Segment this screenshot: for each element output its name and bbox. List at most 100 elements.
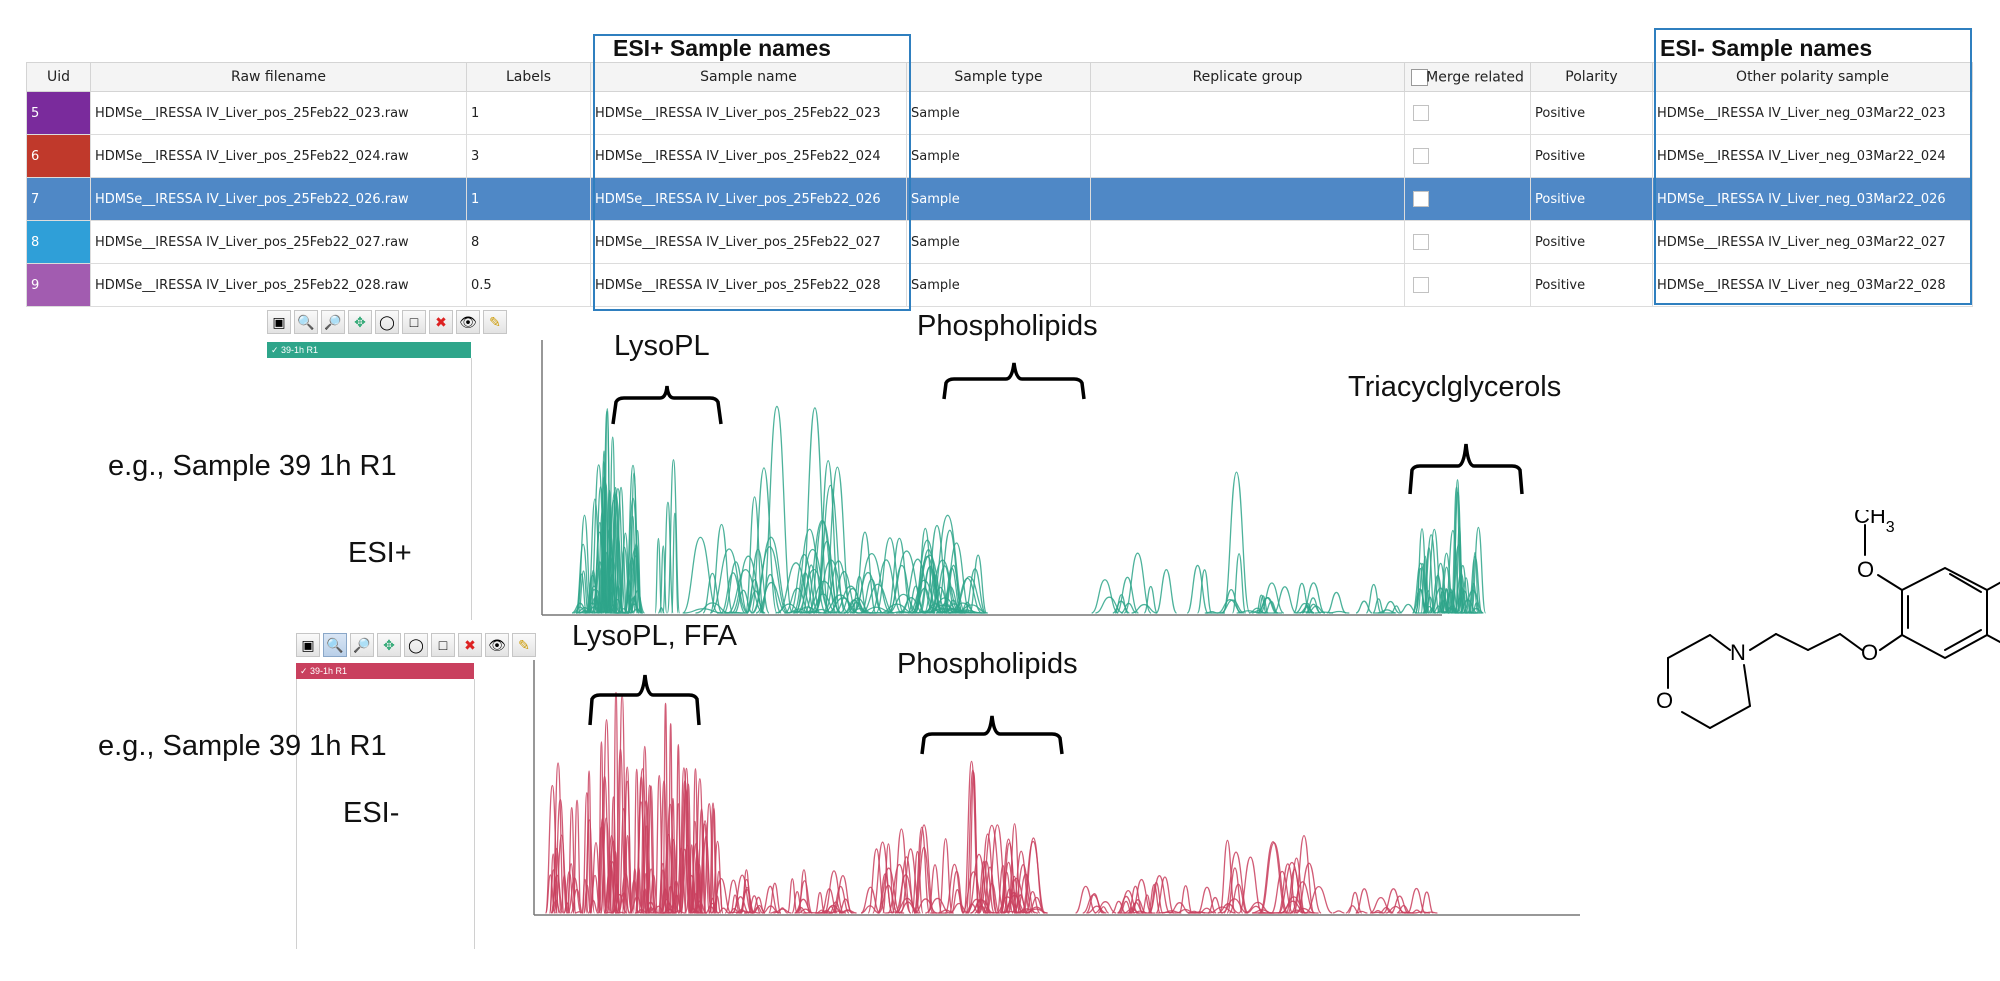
labels-cell[interactable]: 1 bbox=[466, 91, 591, 135]
raw-filename-cell[interactable]: HDMSe__IRESSA IV_Liver_pos_25Feb22_028.r… bbox=[90, 263, 467, 307]
negative-sample-chip[interactable]: ✓ 39-1h R1 bbox=[296, 663, 474, 679]
labels-cell[interactable]: 3 bbox=[466, 134, 591, 178]
labels-cell[interactable]: 1 bbox=[466, 177, 591, 221]
merge-related-cell[interactable] bbox=[1404, 220, 1531, 264]
sample-type-cell[interactable]: Sample bbox=[906, 263, 1091, 307]
trace-peak bbox=[1469, 607, 1484, 614]
trace-peak bbox=[950, 889, 964, 914]
trace-peak bbox=[1128, 901, 1144, 914]
sample-type-cell[interactable]: Sample bbox=[906, 134, 1091, 178]
column-header-other-polarity[interactable]: Other polarity sample bbox=[1652, 62, 1973, 92]
sample-name-cell[interactable]: HDMSe__IRESSA IV_Liver_pos_25Feb22_028 bbox=[590, 263, 907, 307]
polarity-cell[interactable]: Positive bbox=[1530, 134, 1653, 178]
sample-type-cell[interactable]: Sample bbox=[906, 220, 1091, 264]
lysopl-bracket bbox=[611, 385, 723, 425]
table-row[interactable]: 9 HDMSe__IRESSA IV_Liver_pos_25Feb22_028.… bbox=[26, 263, 1973, 307]
merge-related-cell[interactable] bbox=[1404, 134, 1531, 178]
lasso-icon[interactable]: ◯ bbox=[375, 310, 399, 334]
other-polarity-cell[interactable]: HDMSe__IRESSA IV_Liver_neg_03Mar22_028 bbox=[1652, 263, 1973, 307]
merge-all-checkbox[interactable] bbox=[1411, 68, 1429, 86]
raw-filename-cell[interactable]: HDMSe__IRESSA IV_Liver_pos_25Feb22_026.r… bbox=[90, 177, 467, 221]
polarity-cell[interactable]: Positive bbox=[1530, 177, 1653, 221]
trace-peak bbox=[705, 902, 719, 914]
trace-peak bbox=[554, 834, 569, 914]
trace-peak bbox=[911, 850, 924, 914]
delete-icon[interactable]: ✖ bbox=[458, 633, 482, 657]
other-polarity-cell[interactable]: HDMSe__IRESSA IV_Liver_neg_03Mar22_024 bbox=[1652, 134, 1973, 178]
trace-peak bbox=[1273, 586, 1297, 614]
raw-filename-cell[interactable]: HDMSe__IRESSA IV_Liver_pos_25Feb22_023.r… bbox=[90, 91, 467, 135]
merge-related-cell[interactable] bbox=[1404, 91, 1531, 135]
column-header-merge-related[interactable]: Merge related bbox=[1404, 62, 1531, 92]
trace-peak bbox=[936, 529, 964, 614]
sample-type-cell[interactable]: Sample bbox=[906, 91, 1091, 135]
select-icon[interactable]: ▣ bbox=[267, 310, 291, 334]
polarity-cell[interactable]: Positive bbox=[1530, 220, 1653, 264]
column-header-sample-name[interactable]: Sample name bbox=[590, 62, 907, 92]
raw-filename-cell[interactable]: HDMSe__IRESSA IV_Liver_pos_25Feb22_024.r… bbox=[90, 134, 467, 178]
merge-related-checkbox[interactable] bbox=[1413, 105, 1429, 121]
sample-name-cell[interactable]: HDMSe__IRESSA IV_Liver_pos_25Feb22_026 bbox=[590, 177, 907, 221]
trace-peak bbox=[1390, 605, 1402, 614]
column-header-replicate-group[interactable]: Replicate group bbox=[1090, 62, 1405, 92]
uid-cell[interactable]: 6 bbox=[26, 134, 91, 178]
trace-peak bbox=[1114, 594, 1129, 614]
other-polarity-cell[interactable]: HDMSe__IRESSA IV_Liver_neg_03Mar22_026 bbox=[1652, 177, 1973, 221]
table-row[interactable]: 8 HDMSe__IRESSA IV_Liver_pos_25Feb22_027.… bbox=[26, 220, 1973, 264]
zoom-out-icon[interactable]: 🔎 bbox=[350, 633, 374, 657]
merge-related-checkbox[interactable] bbox=[1413, 148, 1429, 164]
raw-filename-cell[interactable]: HDMSe__IRESSA IV_Liver_pos_25Feb22_027.r… bbox=[90, 220, 467, 264]
labels-cell[interactable]: 0.5 bbox=[466, 263, 591, 307]
trace-peak bbox=[684, 874, 699, 914]
trace-peak bbox=[815, 484, 846, 614]
trace-peak bbox=[1314, 611, 1334, 614]
merge-related-checkbox[interactable] bbox=[1413, 277, 1429, 293]
positive-toolbar: ▣ 🔍 🔎 ✥ ◯ □ ✖ 👁 ✎ bbox=[267, 310, 507, 334]
column-header-uid[interactable]: Uid bbox=[26, 62, 91, 92]
replicate-group-cell[interactable] bbox=[1090, 177, 1405, 221]
delete-icon[interactable]: ✖ bbox=[429, 310, 453, 334]
merge-related-cell[interactable] bbox=[1404, 177, 1531, 221]
zoom-in-icon[interactable]: 🔍 bbox=[323, 633, 347, 657]
rectangle-icon[interactable]: □ bbox=[402, 310, 426, 334]
replicate-group-cell[interactable] bbox=[1090, 220, 1405, 264]
column-header-polarity[interactable]: Polarity bbox=[1530, 62, 1653, 92]
negative-sidebar-divider bbox=[474, 679, 475, 949]
merge-related-checkbox[interactable] bbox=[1413, 191, 1429, 207]
annotate-icon[interactable]: ✎ bbox=[483, 310, 507, 334]
trace-peak bbox=[683, 783, 693, 914]
polarity-cell[interactable]: Positive bbox=[1530, 263, 1653, 307]
uid-cell[interactable]: 9 bbox=[26, 263, 91, 307]
pan-icon[interactable]: ✥ bbox=[377, 633, 401, 657]
uid-cell[interactable]: 5 bbox=[26, 91, 91, 135]
sample-type-cell[interactable]: Sample bbox=[906, 177, 1091, 221]
merge-related-cell[interactable] bbox=[1404, 263, 1531, 307]
sample-name-cell[interactable]: HDMSe__IRESSA IV_Liver_pos_25Feb22_024 bbox=[590, 134, 907, 178]
hide-icon[interactable]: 👁 bbox=[456, 310, 480, 334]
positive-sample-chip[interactable]: ✓ 39-1h R1 bbox=[267, 342, 471, 358]
rectangle-icon[interactable]: □ bbox=[431, 633, 455, 657]
table-row[interactable]: 6 HDMSe__IRESSA IV_Liver_pos_25Feb22_024.… bbox=[26, 134, 1973, 178]
sample-name-cell[interactable]: HDMSe__IRESSA IV_Liver_pos_25Feb22_027 bbox=[590, 220, 907, 264]
lasso-icon[interactable]: ◯ bbox=[404, 633, 428, 657]
trace-peak bbox=[612, 536, 625, 614]
column-header-sample-type[interactable]: Sample type bbox=[906, 62, 1091, 92]
trace-peak bbox=[758, 573, 782, 614]
hide-icon[interactable]: 👁 bbox=[485, 633, 509, 657]
zoom-in-icon[interactable]: 🔍 bbox=[294, 310, 318, 334]
merge-related-checkbox[interactable] bbox=[1413, 234, 1429, 250]
select-icon[interactable]: ▣ bbox=[296, 633, 320, 657]
uid-cell[interactable]: 7 bbox=[26, 177, 91, 221]
replicate-group-cell[interactable] bbox=[1090, 134, 1405, 178]
uid-cell[interactable]: 8 bbox=[26, 220, 91, 264]
replicate-group-cell[interactable] bbox=[1090, 263, 1405, 307]
replicate-group-cell[interactable] bbox=[1090, 91, 1405, 135]
zoom-out-icon[interactable]: 🔎 bbox=[321, 310, 345, 334]
column-header-labels[interactable]: Labels bbox=[466, 62, 591, 92]
table-row[interactable]: 7 HDMSe__IRESSA IV_Liver_pos_25Feb22_026.… bbox=[26, 177, 1973, 221]
annotate-icon[interactable]: ✎ bbox=[512, 633, 536, 657]
labels-cell[interactable]: 8 bbox=[466, 220, 591, 264]
polarity-cell[interactable]: Positive bbox=[1530, 91, 1653, 135]
pan-icon[interactable]: ✥ bbox=[348, 310, 372, 334]
column-header-raw-filename[interactable]: Raw filename bbox=[90, 62, 467, 92]
